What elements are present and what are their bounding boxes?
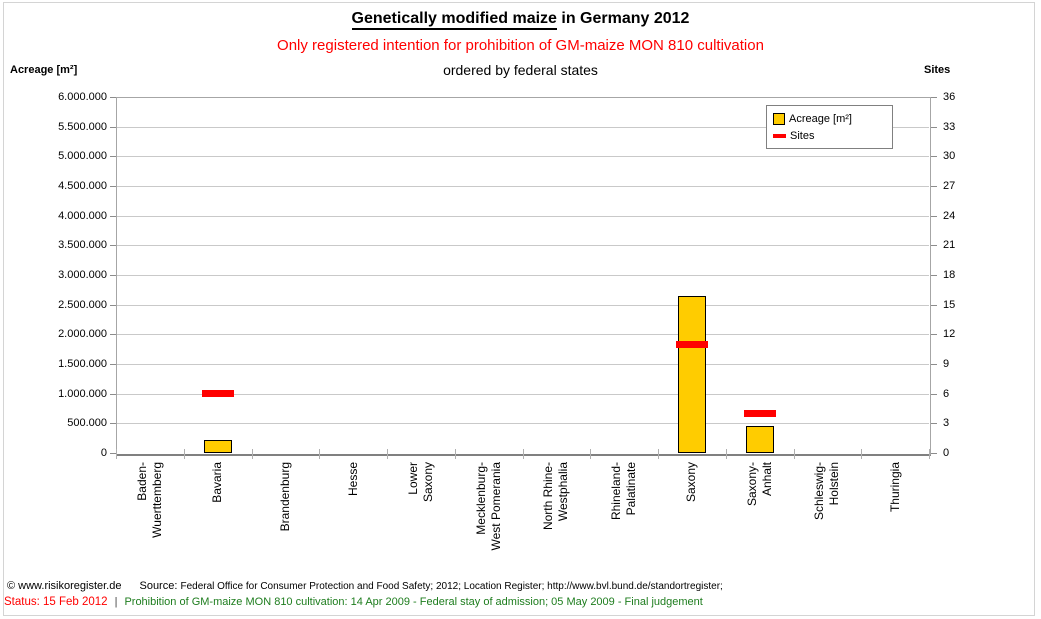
- chart-title-underlined: Genetically modified maize: [351, 10, 557, 30]
- status-note: Prohibition of GM-maize MON 810 cultivat…: [124, 596, 703, 608]
- chart-subtitle-2: ordered by federal states: [443, 62, 598, 78]
- chart-subtitle: Only registered intention for prohibitio…: [277, 37, 764, 54]
- chart-outer-frame: [3, 2, 1035, 616]
- source-text: Federal Office for Consumer Protection a…: [180, 581, 723, 592]
- legend-acreage-label: Acreage [m²]: [789, 112, 852, 125]
- legend-row-acreage: Acreage [m²]: [773, 110, 886, 127]
- right-axis-title: Sites: [924, 64, 951, 76]
- chart-title-suffix: in Germany 2012: [556, 10, 690, 27]
- acreage-swatch-icon: [773, 112, 785, 125]
- chart-title: Genetically modified maize in Germany 20…: [0, 10, 1041, 30]
- legend: Acreage [m²] Sites: [766, 105, 893, 149]
- copyright-text: © www.risikoregister.de: [7, 580, 122, 592]
- left-axis-title: Acreage [m²]: [10, 64, 78, 76]
- footer-status-line: Status: 15 Feb 2012 | Prohibition of GM-ma…: [4, 596, 703, 608]
- status-label: Status: 15 Feb 2012: [4, 596, 108, 608]
- plot-area: [116, 97, 931, 456]
- footer-separator: |: [114, 596, 118, 608]
- sites-swatch-icon: [773, 133, 786, 138]
- legend-row-sites: Sites: [773, 127, 886, 144]
- footer-source-line: © www.risikoregister.de Source: Federal O…: [7, 580, 723, 592]
- source-label: Source:: [139, 580, 178, 592]
- legend-sites-label: Sites: [790, 129, 815, 142]
